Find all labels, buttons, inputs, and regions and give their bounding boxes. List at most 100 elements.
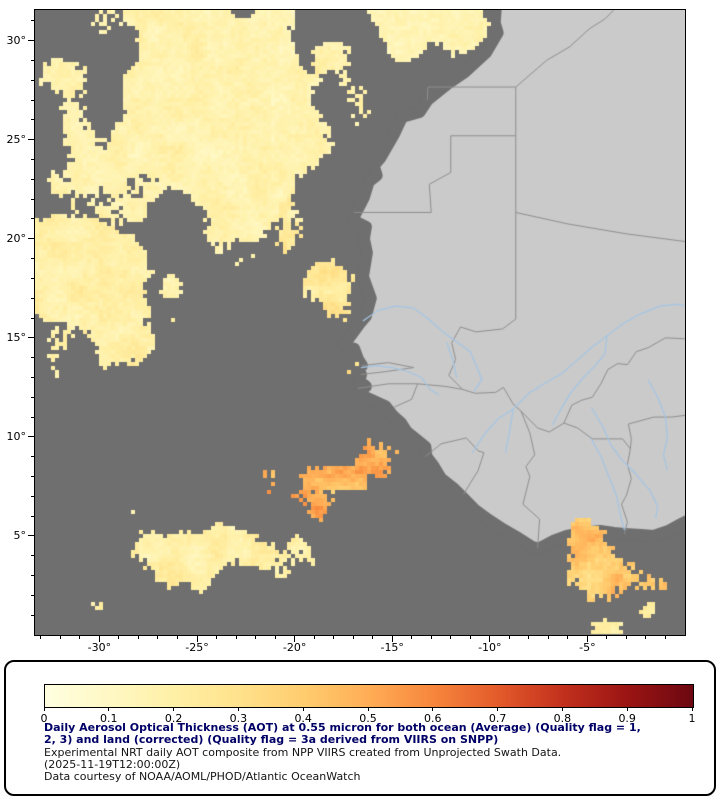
x-tick-label: -25° <box>185 641 209 654</box>
y-minor-tick <box>31 119 34 121</box>
y-minor-tick <box>31 476 34 478</box>
colorbar-tick-mark <box>497 707 499 711</box>
y-minor-tick <box>31 297 34 299</box>
x-tick-mark <box>294 636 296 642</box>
legend-subtitle: Experimental NRT daily AOT composite fro… <box>44 746 562 759</box>
x-minor-tick <box>645 636 647 639</box>
y-minor-tick <box>31 277 34 279</box>
y-minor-tick <box>31 60 34 61</box>
x-minor-tick <box>274 636 276 639</box>
y-minor-tick <box>31 79 34 81</box>
legend-title-line2: 2, 3) and land (corrected) (Quality flag… <box>44 733 499 746</box>
y-minor-tick <box>31 594 34 596</box>
y-minor-tick <box>31 614 34 616</box>
y-minor-tick <box>31 456 34 458</box>
x-tick-mark <box>98 636 100 642</box>
colorbar-tick-label: 0.3 <box>229 712 248 725</box>
legend-panel: 0 0.1 0.2 0.3 0.4 0.5 0.6 0.7 0.8 0.9 1 Daily Aero… <box>4 660 716 796</box>
x-tick-mark <box>391 636 393 642</box>
y-minor-tick <box>31 317 34 319</box>
x-minor-tick <box>469 636 471 639</box>
y-tick-mark <box>28 535 34 537</box>
x-minor-tick <box>664 636 666 639</box>
colorbar-tick-mark <box>43 707 45 711</box>
y-tick-label: 15° <box>6 330 27 344</box>
colorbar-tick-mark <box>691 707 693 711</box>
x-minor-tick <box>430 636 432 639</box>
x-minor-tick <box>606 636 608 639</box>
colorbar-tick-label: 0.8 <box>553 712 572 725</box>
y-minor-tick <box>31 178 34 180</box>
y-minor-tick <box>31 515 34 517</box>
x-minor-tick <box>625 636 627 639</box>
y-tick-label: 10° <box>6 429 27 443</box>
x-tick-mark <box>586 636 588 642</box>
x-minor-tick <box>79 636 81 639</box>
y-minor-tick <box>31 555 34 557</box>
y-tick-label: 25° <box>6 132 27 146</box>
y-minor-tick <box>31 495 34 497</box>
aot-colorbar <box>44 684 694 708</box>
x-minor-tick <box>255 636 257 639</box>
x-minor-tick <box>59 636 61 639</box>
x-minor-tick <box>372 636 374 639</box>
colorbar-tick-mark <box>173 707 175 711</box>
colorbar-tick-label: 0.1 <box>100 712 118 725</box>
x-minor-tick <box>176 636 178 639</box>
x-minor-tick <box>118 636 120 639</box>
colorbar-tick-mark <box>108 707 110 711</box>
aot-raster-map <box>35 10 685 635</box>
y-tick-label: 20° <box>6 231 27 245</box>
x-tick-label: -20° <box>282 641 307 654</box>
colorbar-tick-label: 0.4 <box>294 712 312 725</box>
y-minor-tick <box>31 357 34 359</box>
y-minor-tick <box>31 416 34 418</box>
y-minor-tick <box>31 159 34 161</box>
colorbar-tick-label: 0.9 <box>618 712 636 725</box>
x-tick-mark <box>196 636 198 642</box>
y-tick-mark <box>28 40 34 42</box>
legend-credit: Data courtesy of NOAA/AOML/PHOD/Atlantic… <box>44 770 361 783</box>
y-minor-tick <box>31 198 34 200</box>
x-minor-tick <box>411 636 413 639</box>
colorbar-tick-label: 0.6 <box>424 712 442 725</box>
y-minor-tick <box>31 376 34 378</box>
x-minor-tick <box>216 636 218 639</box>
colorbar-tick-mark <box>237 707 239 711</box>
y-minor-tick <box>31 218 34 220</box>
y-minor-tick <box>31 258 34 260</box>
x-tick-label: -30° <box>87 641 112 654</box>
y-tick-mark <box>28 139 34 141</box>
colorbar-tick-label: 0.2 <box>164 712 183 725</box>
y-minor-tick <box>31 99 34 101</box>
x-minor-tick <box>450 636 452 639</box>
y-tick-mark <box>28 238 34 240</box>
y-tick-label: 30° <box>6 33 27 47</box>
y-minor-tick <box>31 20 34 22</box>
x-minor-tick <box>40 636 42 639</box>
x-tick-label: -10° <box>478 641 502 654</box>
x-tick-label: -15° <box>380 641 404 654</box>
colorbar-tick-mark <box>626 707 628 711</box>
legend-timestamp: (2025-11-19T12:00:00Z) <box>44 758 181 771</box>
y-tick-mark <box>28 436 34 438</box>
x-minor-tick <box>547 636 549 639</box>
colorbar-tick-label: 0.5 <box>359 712 377 725</box>
x-minor-tick <box>567 636 569 639</box>
x-tick-mark <box>489 636 491 642</box>
colorbar-tick-mark <box>367 707 369 711</box>
y-tick-label: 5° <box>13 528 27 542</box>
y-minor-tick <box>31 575 34 577</box>
x-minor-tick <box>235 636 237 639</box>
colorbar-tick-mark <box>561 707 563 711</box>
x-minor-tick <box>508 636 510 639</box>
legend-title-line1: Daily Aerosol Optical Thickness (AOT) at… <box>44 721 641 734</box>
x-tick-label: -5° <box>579 641 596 654</box>
x-minor-tick <box>313 636 315 639</box>
y-minor-tick <box>31 396 34 398</box>
x-minor-tick <box>157 636 159 639</box>
x-minor-tick <box>352 636 354 639</box>
colorbar-tick-label: 0 <box>40 712 48 725</box>
colorbar-tick-mark <box>302 707 304 711</box>
